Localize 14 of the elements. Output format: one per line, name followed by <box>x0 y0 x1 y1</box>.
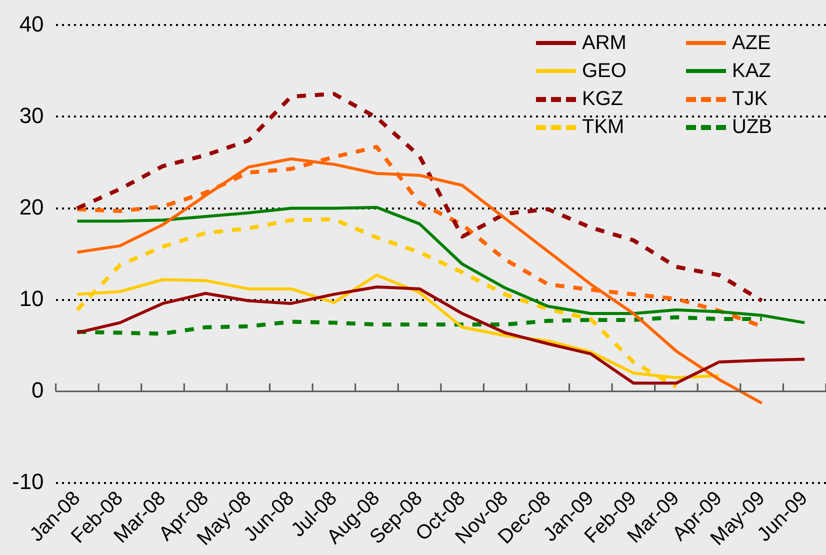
y-tick-label: 10 <box>19 286 44 311</box>
y-tick-label: 0 <box>32 377 44 402</box>
legend-label: TJK <box>732 87 768 112</box>
y-tick-label: 40 <box>19 11 44 36</box>
y-tick-label: 30 <box>19 102 44 128</box>
legend-label: GEO <box>582 59 626 84</box>
legend-label: ARM <box>582 31 626 56</box>
y-tick-label: 20 <box>19 194 44 220</box>
legend-label: KAZ <box>732 59 771 84</box>
legend-label: TKM <box>582 115 624 140</box>
legend-label: KGZ <box>582 87 624 112</box>
y-tick-label: -10 <box>12 468 44 494</box>
legend-label: AZE <box>732 31 771 56</box>
legend-label: UZB <box>732 115 772 140</box>
